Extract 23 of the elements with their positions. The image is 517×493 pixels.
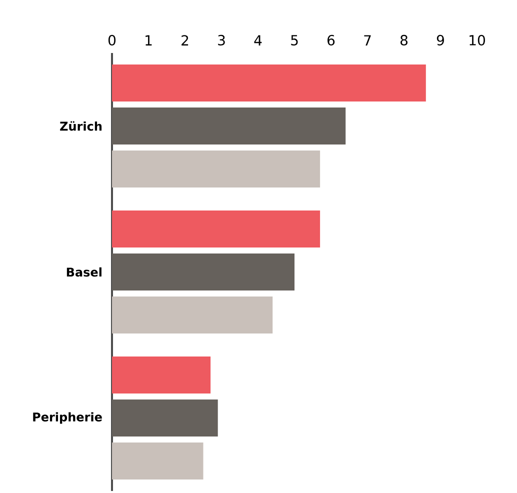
x-tick-label: 5 — [291, 35, 298, 46]
y-tick-label: Zürich — [60, 121, 102, 131]
bar — [112, 108, 346, 145]
x-tick-label: 6 — [328, 34, 335, 46]
x-tick-label: 4 — [254, 35, 262, 46]
x-tick-label: 7 — [364, 35, 371, 46]
x-tick-label: 2 — [182, 35, 188, 46]
bar — [112, 400, 218, 437]
bar — [112, 442, 204, 480]
bar — [112, 210, 320, 248]
bar — [112, 254, 294, 291]
bar — [112, 64, 426, 102]
x-tick-label: 10 — [470, 34, 485, 46]
x-tick-label: 3 — [218, 34, 225, 46]
bar — [112, 296, 273, 334]
bar — [112, 150, 320, 188]
x-tick-label: 9 — [436, 34, 444, 46]
x-tick-label: 0 — [108, 34, 116, 46]
y-tick-label: Basel — [66, 267, 102, 277]
bar — [112, 356, 211, 394]
x-tick-label: 1 — [146, 35, 152, 46]
x-tick-label: 8 — [400, 34, 408, 46]
y-tick-label: Peripherie — [33, 412, 102, 424]
